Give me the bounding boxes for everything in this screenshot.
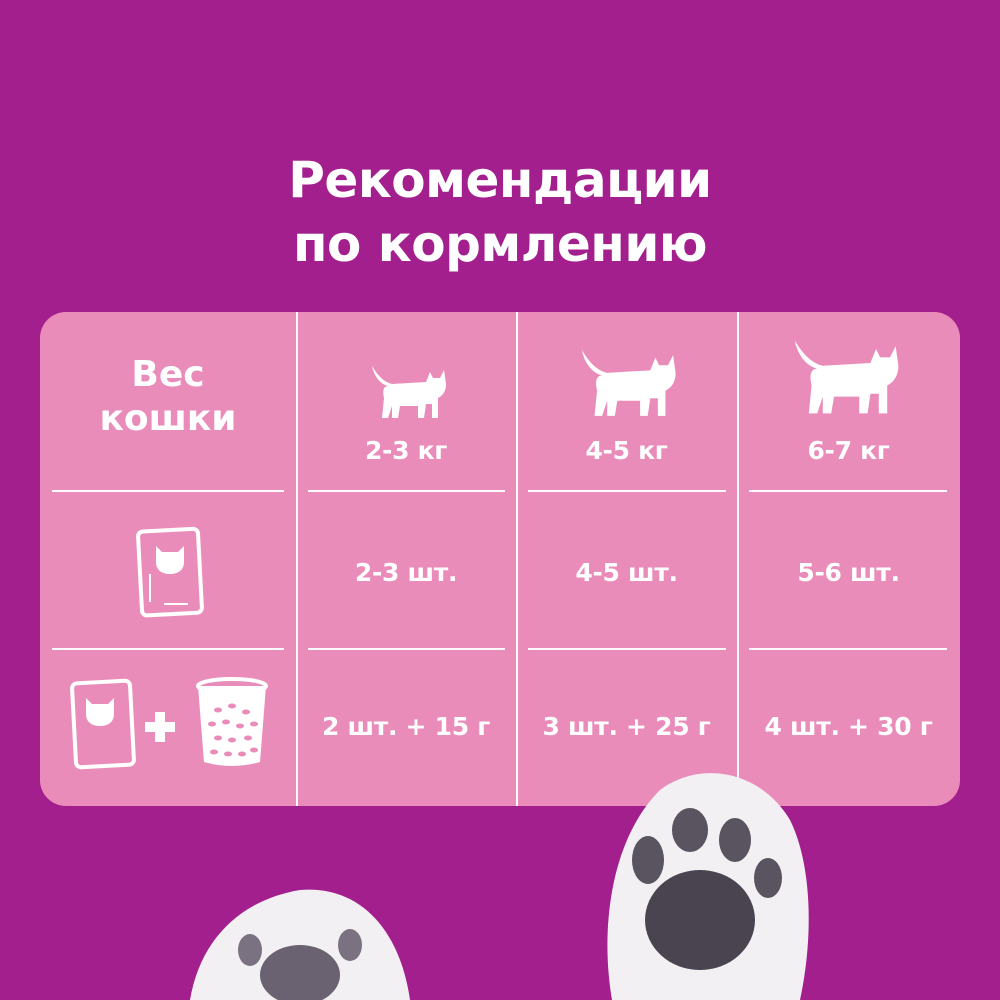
divider [52, 648, 284, 650]
left-paw [190, 889, 410, 1000]
small-cat-icon [372, 366, 446, 418]
title-line-2: по кормлению [293, 215, 707, 273]
pouch-icon [136, 526, 204, 618]
divider [528, 648, 726, 650]
page-title: Рекомендации по кормлению [0, 148, 1000, 276]
weight-header: Вес кошки [40, 352, 296, 442]
divider [516, 312, 518, 806]
divider [737, 312, 739, 806]
large-cat-icon [794, 340, 899, 414]
divider [52, 490, 284, 492]
pouches-value: 2-3 шт. [354, 557, 458, 587]
medium-cat-icon [581, 350, 676, 416]
pouch-icon [70, 678, 136, 770]
feeding-table: Вес кошки 2-3 кг 4-5 кг 6-7 кг 2-3 шт. 4… [40, 312, 960, 806]
divider [308, 648, 505, 650]
weight-value: 4-5 кг [585, 435, 668, 465]
mixed-value: 3 шт. + 25 г [542, 711, 711, 741]
mixed-value: 2 шт. + 15 г [322, 711, 490, 741]
mixed-value: 4 шт. + 30 г [764, 711, 933, 741]
divider [749, 648, 947, 650]
weight-value: 2-3 кг [364, 435, 448, 465]
cat-paws-image [190, 773, 809, 1000]
title-line-1: Рекомендации [288, 151, 712, 209]
divider [296, 312, 298, 806]
right-paw [607, 773, 809, 1000]
pouches-value: 5-6 шт. [797, 557, 900, 587]
dry-food-cup-icon [196, 677, 268, 766]
divider [749, 490, 947, 492]
divider [528, 490, 726, 492]
divider [308, 490, 505, 492]
weight-header-line-1: Вес [131, 354, 205, 395]
weight-header-line-2: кошки [99, 398, 237, 439]
pouches-value: 4-5 шт. [575, 557, 678, 587]
plus-icon [145, 712, 175, 742]
pouch-plus-dry-food-icon [70, 677, 268, 770]
weight-value: 6-7 кг [807, 435, 890, 465]
